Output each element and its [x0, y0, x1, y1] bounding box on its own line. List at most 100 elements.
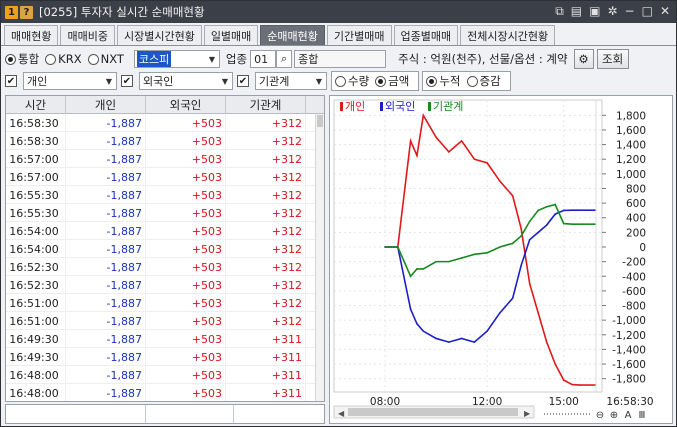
memo-icon[interactable]: ▤	[570, 4, 583, 18]
column-header[interactable]: 시간	[6, 96, 66, 114]
query-button[interactable]: 조회	[596, 49, 629, 69]
net-trading-chart[interactable]: 1,800 1,600 1,400 1,200 1,000 800 600 400 200 0 -2…	[329, 95, 673, 424]
accum_options-option-1[interactable]: 증감	[466, 73, 501, 89]
cell-foreign: +503	[146, 204, 226, 222]
series-point-1	[486, 330, 488, 332]
screen-number-badge[interactable]: 1	[5, 5, 18, 19]
tab-1[interactable]: 매매비중	[60, 25, 115, 45]
market_options-option-2[interactable]: NXT	[87, 51, 124, 67]
save-icon[interactable]: ▣	[589, 4, 601, 18]
checkbox-icon[interactable]: ✔	[121, 75, 133, 87]
tab-6[interactable]: 업종별매매	[393, 25, 459, 45]
legend-swatch	[340, 102, 343, 111]
table-row[interactable]: 16:54:00 -1,887 +503 +312	[6, 240, 324, 258]
series-point-2	[571, 223, 574, 225]
column-header[interactable]: 기관계	[226, 96, 306, 114]
series-point-2	[528, 220, 531, 223]
table-row[interactable]: 16:58:30 -1,887 +503 +312	[6, 132, 324, 150]
series-point-0	[520, 227, 522, 230]
table-row[interactable]: 16:49:30 -1,887 +503 +311	[6, 348, 324, 366]
series-point-2	[435, 260, 437, 263]
sector-code-field[interactable]: 01	[250, 50, 277, 68]
series-line-2	[385, 203, 581, 278]
cell-time: 16:49:30	[6, 348, 66, 366]
table-row[interactable]: 16:52:30 -1,887 +503 +312	[6, 276, 324, 294]
measure_options-option-1[interactable]: 금액	[375, 73, 409, 89]
cell-foreign: +503	[146, 168, 226, 186]
investor-select-1[interactable]: 외국인 ▼	[139, 72, 233, 90]
cell-individual: -1,887	[66, 312, 146, 330]
table-row[interactable]: 16:48:00 -1,887 +503 +311	[6, 384, 324, 401]
series-point-1	[422, 330, 425, 332]
investor-select-0[interactable]: 개인 ▼	[23, 72, 117, 90]
gear-icon[interactable]: ⚙	[573, 49, 594, 69]
settings-icon[interactable]: ✲	[607, 4, 618, 18]
x-tick-label: 08:00	[370, 396, 400, 408]
cell-time: 16:54:00	[6, 222, 66, 240]
sector-search-icon[interactable]: ⌕	[276, 50, 293, 68]
minimize-icon[interactable]: −	[624, 4, 635, 18]
chevron-down-icon: ▼	[208, 54, 215, 64]
table-row[interactable]: 16:55:30 -1,887 +503 +312	[6, 204, 324, 222]
cell-foreign: +503	[146, 312, 226, 330]
tab-4[interactable]: 순매매현황	[260, 25, 325, 45]
vertical-scrollbar[interactable]	[315, 114, 324, 401]
column-header[interactable]: 개인	[66, 96, 146, 114]
series-line-0	[385, 112, 581, 386]
unit-note: 주식 : 억원(천주), 선물/옵션 : 계약	[398, 52, 568, 66]
market_options-label: NXT	[100, 52, 124, 66]
tab-2[interactable]: 시장별시간현황	[116, 25, 202, 45]
tab-3[interactable]: 일별매매	[203, 25, 259, 45]
market_options-option-0[interactable]: 통합	[5, 51, 39, 67]
cell-institution: +312	[226, 258, 306, 276]
table-row[interactable]: 16:57:00 -1,887 +503 +312	[6, 168, 324, 186]
radio-icon	[426, 75, 438, 87]
cell-individual: -1,887	[66, 348, 146, 366]
maximize-icon[interactable]: □	[641, 4, 653, 18]
legend-entry: 기관계	[433, 100, 463, 113]
cell-time: 16:51:00	[6, 312, 66, 330]
cell-institution: +312	[226, 222, 306, 240]
tab-0[interactable]: 매매현황	[4, 25, 59, 45]
table-row[interactable]: 16:54:00 -1,887 +503 +312	[6, 222, 324, 240]
table-row[interactable]: 16:57:00 -1,887 +503 +312	[6, 150, 324, 168]
series-point-0	[545, 341, 548, 343]
cell-foreign: +503	[146, 258, 226, 276]
checkbox-icon[interactable]: ✔	[5, 75, 17, 87]
y-tick-label: -1,200	[612, 330, 646, 342]
zoom-out-icon[interactable]: ⊖	[596, 410, 604, 421]
table-row[interactable]: 16:48:00 -1,887 +503 +311	[6, 366, 324, 384]
table-row[interactable]: 16:58:30 -1,887 +503 +312	[6, 114, 324, 132]
measure_options-option-0[interactable]: 수량	[335, 73, 369, 89]
index-select[interactable]: 코스피 ▼	[133, 50, 220, 68]
series-point-1	[554, 213, 557, 215]
scrollbar-thumb[interactable]	[317, 115, 323, 127]
series-point-1	[562, 209, 565, 212]
table-row[interactable]: 16:51:00 -1,887 +503 +312	[6, 294, 324, 312]
cell-individual: -1,887	[66, 186, 146, 204]
series-point-1	[409, 308, 412, 310]
market_options-option-1[interactable]: KRX	[45, 51, 82, 67]
chart-scroll-thumb[interactable]	[348, 408, 518, 416]
column-header[interactable]: 외국인	[146, 96, 226, 114]
investor-select-2[interactable]: 기관계 ▼	[255, 72, 327, 90]
table-row[interactable]: 16:52:30 -1,887 +503 +312	[6, 258, 324, 276]
series-point-1	[528, 238, 531, 241]
table-row[interactable]: 16:51:00 -1,887 +503 +312	[6, 312, 324, 330]
table-row[interactable]: 16:49:30 -1,887 +503 +311	[6, 330, 324, 348]
tab-5[interactable]: 기간별매매	[326, 25, 392, 45]
accum_options-option-0[interactable]: 누적	[426, 73, 461, 89]
tab-7[interactable]: 전체시장시간현황	[460, 25, 556, 45]
zoom-in-icon[interactable]: ⊕	[610, 410, 618, 421]
table-row[interactable]: 16:55:30 -1,887 +503 +312	[6, 186, 324, 204]
columns-icon[interactable]: Ⅲ	[639, 410, 646, 421]
y-tick-label: -800	[622, 301, 646, 313]
close-icon[interactable]: ✕	[659, 4, 670, 18]
link-icon[interactable]: ⧉	[555, 4, 564, 18]
footer-cell	[146, 405, 234, 423]
scroll-right-icon[interactable]: ▶	[524, 409, 531, 418]
help-icon[interactable]: ?	[20, 5, 33, 19]
scroll-left-icon[interactable]: ◀	[338, 409, 345, 418]
font-icon[interactable]: A	[625, 410, 632, 421]
checkbox-icon[interactable]: ✔	[237, 75, 249, 87]
